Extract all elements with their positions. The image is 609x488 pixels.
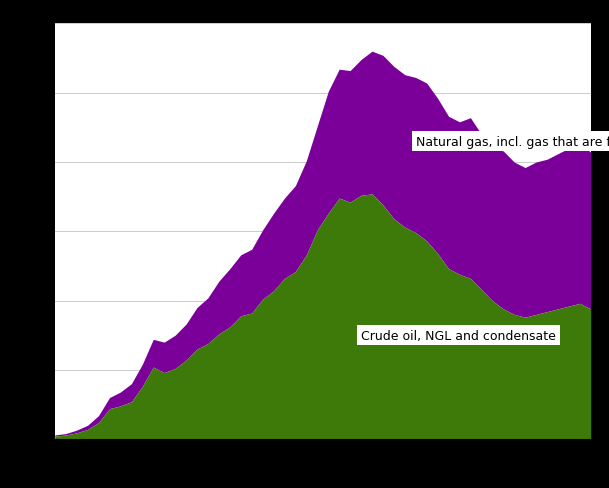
- Text: Crude oil, NGL and condensate: Crude oil, NGL and condensate: [361, 329, 556, 342]
- Text: Natural gas, incl. gas that are flared  off: Natural gas, incl. gas that are flared o…: [416, 136, 609, 148]
